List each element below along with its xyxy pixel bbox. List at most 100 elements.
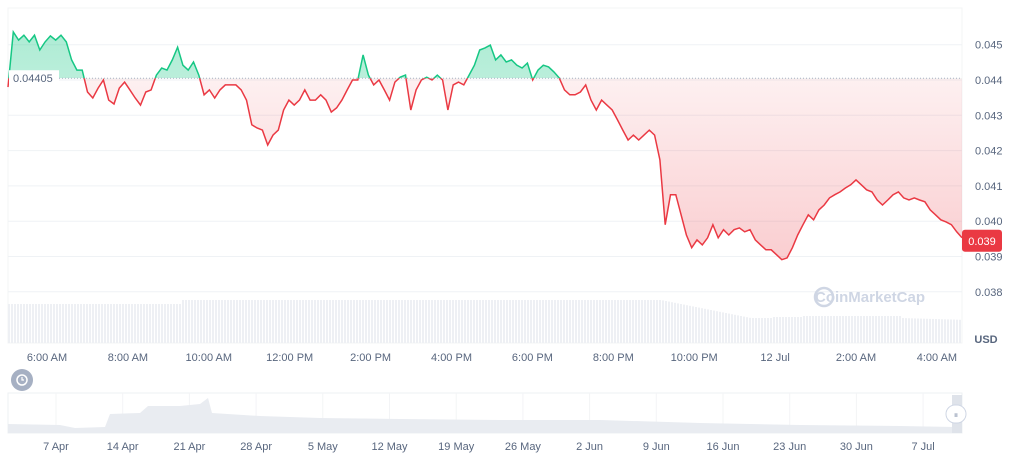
- volume-bar: [536, 300, 538, 343]
- price-point: [315, 100, 316, 101]
- volume-bar: [644, 300, 646, 343]
- price-point: [447, 109, 448, 110]
- navigator-tick-label: 16 Jun: [706, 441, 739, 453]
- price-point: [304, 89, 305, 90]
- price-point: [553, 71, 554, 72]
- price-point: [45, 41, 46, 42]
- volume-bar: [845, 316, 847, 343]
- volume-bar: [923, 318, 925, 343]
- price-point: [940, 219, 941, 220]
- volume-bar: [905, 318, 907, 343]
- volume-bar: [173, 304, 175, 343]
- volume-bar: [572, 300, 574, 343]
- volume-bar: [518, 300, 520, 343]
- volume-bar: [146, 304, 148, 343]
- volume-bar: [683, 304, 685, 343]
- price-point: [914, 197, 915, 198]
- price-point: [145, 91, 146, 92]
- price-point: [537, 70, 538, 71]
- volume-bar: [599, 300, 601, 343]
- volume-bar: [560, 300, 562, 343]
- price-point: [590, 100, 591, 101]
- price-point: [500, 54, 501, 55]
- volume-bar: [392, 300, 394, 343]
- price-point: [198, 74, 199, 75]
- volume-bar: [341, 300, 343, 343]
- price-point: [209, 89, 210, 90]
- price-point: [389, 100, 390, 101]
- price-point: [946, 221, 947, 222]
- volume-bar: [299, 300, 301, 343]
- price-point: [87, 91, 88, 92]
- volume-bar: [758, 318, 760, 343]
- volume-bar: [95, 304, 97, 343]
- volume-bar: [230, 300, 232, 343]
- price-point: [294, 104, 295, 105]
- volume-bar: [521, 300, 523, 343]
- volume-bar: [659, 300, 661, 343]
- volume-bar: [701, 308, 703, 343]
- volume-bar: [914, 318, 916, 343]
- volume-bar: [953, 319, 955, 343]
- volume-bar: [284, 300, 286, 343]
- navigator[interactable]: ⏸: [7, 392, 967, 434]
- volume-bar: [584, 300, 586, 343]
- volume-bar: [374, 300, 376, 343]
- volume-bar: [578, 300, 580, 343]
- volume-bar: [875, 316, 877, 343]
- volume-bar: [11, 304, 13, 343]
- price-point: [103, 79, 104, 80]
- price-point: [251, 124, 252, 125]
- volume-bar: [437, 300, 439, 343]
- price-point: [13, 31, 14, 32]
- price-point: [808, 214, 809, 215]
- volume-bar: [689, 305, 691, 343]
- volume-bar: [632, 300, 634, 343]
- navigator-tick-label: 9 Jun: [643, 441, 670, 453]
- volume-bar: [557, 300, 559, 343]
- price-point: [225, 84, 226, 85]
- price-point: [707, 237, 708, 238]
- volume-bar: [56, 304, 58, 343]
- price-point: [363, 54, 364, 55]
- volume-bar: [353, 300, 355, 343]
- price-point: [336, 107, 337, 108]
- price-point: [765, 249, 766, 250]
- volume-bar: [419, 300, 421, 343]
- volume-bar: [611, 300, 613, 343]
- price-point: [744, 231, 745, 232]
- price-point: [543, 65, 544, 66]
- volume-bar: [14, 304, 16, 343]
- volume-bar: [503, 300, 505, 343]
- volume-bar: [731, 314, 733, 343]
- price-point: [675, 194, 676, 195]
- price-point: [172, 59, 173, 60]
- price-point: [723, 229, 724, 230]
- volume-bar: [104, 304, 106, 343]
- price-point: [643, 134, 644, 135]
- navigator-handle[interactable]: [945, 404, 967, 424]
- navigator-tick-label: 28 Apr: [240, 441, 272, 453]
- y-tick-label: 0.039: [975, 252, 1003, 264]
- volume-bar: [125, 304, 127, 343]
- price-point: [384, 89, 385, 90]
- volume-bar: [740, 316, 742, 343]
- price-point: [787, 257, 788, 258]
- volume-bar: [893, 316, 895, 343]
- volume-bar: [947, 319, 949, 343]
- price-point: [204, 94, 205, 95]
- price-point: [813, 219, 814, 220]
- price-point: [495, 59, 496, 60]
- price-point: [288, 100, 289, 101]
- volume-bar: [275, 300, 277, 343]
- volume-bar: [329, 300, 331, 343]
- price-point: [670, 194, 671, 195]
- history-button[interactable]: [11, 369, 33, 391]
- volume-bar: [323, 300, 325, 343]
- volume-bar: [413, 300, 415, 343]
- volume-bar: [920, 318, 922, 343]
- volume-bar: [785, 317, 787, 343]
- volume-bar: [491, 300, 493, 343]
- volume-bar: [902, 318, 904, 343]
- price-point: [437, 74, 438, 75]
